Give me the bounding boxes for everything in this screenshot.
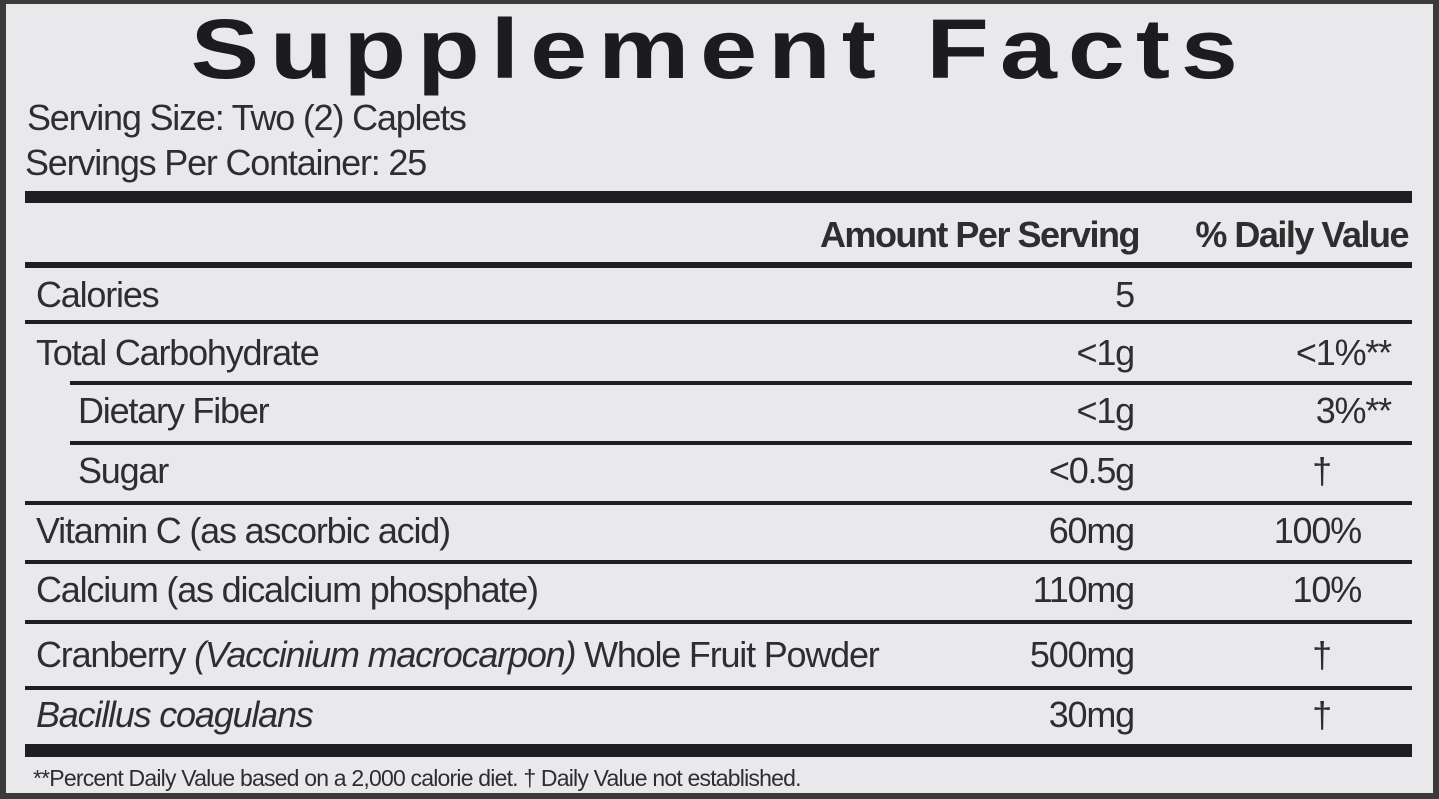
serving-size: Serving Size: Two (2) Caplets <box>27 97 467 138</box>
row-dv: † <box>1312 694 1332 735</box>
supplement-facts-panel <box>6 4 1433 793</box>
title-text: Supplement Facts <box>190 2 1249 96</box>
servings-per-container: Servings Per Container: 25 <box>25 142 427 183</box>
row-dv: 3%** <box>1315 390 1392 431</box>
row-name: Dietary Fiber <box>78 390 270 431</box>
divider <box>70 381 1412 385</box>
divider <box>25 320 1412 324</box>
row-amount: <1g <box>1076 390 1136 431</box>
header-amount: Amount Per Serving <box>819 214 1141 255</box>
thick-divider <box>25 191 1412 203</box>
title: Supplement Facts <box>0 4 1439 94</box>
row-amount: <1g <box>1076 332 1136 373</box>
row-name: Vitamin C (as ascorbic acid) <box>36 510 451 551</box>
row-amount: 60mg <box>1048 510 1135 551</box>
header-daily-value: % Daily Value <box>1195 214 1409 255</box>
row-name-latin: Bacillus coagulans <box>36 694 314 735</box>
row-name: Calcium (as dicalcium phosphate) <box>36 569 539 610</box>
row-name: Total Carbohydrate <box>36 332 320 373</box>
row-name-part: Cranberry <box>36 634 195 675</box>
row-dv: † <box>1312 634 1332 675</box>
row-amount: 5 <box>1115 274 1135 315</box>
row-amount: 30mg <box>1048 694 1135 735</box>
row-name-part: Whole Fruit Powder <box>575 634 880 675</box>
row-dv: 10% <box>1292 569 1363 610</box>
divider <box>25 560 1412 564</box>
thick-divider <box>25 744 1412 757</box>
row-name: Sugar <box>78 450 169 491</box>
divider <box>25 686 1412 690</box>
row-name: Cranberry (Vaccinium macrocarpon) Whole … <box>36 634 880 675</box>
row-amount: 500mg <box>1029 634 1135 675</box>
divider <box>25 620 1412 624</box>
divider <box>70 441 1412 445</box>
row-dv: † <box>1312 450 1332 491</box>
row-dv: 100% <box>1273 510 1362 551</box>
footnote: **Percent Daily Value based on a 2,000 c… <box>33 765 801 791</box>
divider <box>25 501 1412 505</box>
row-name: Bacillus coagulans <box>36 694 314 735</box>
row-name: Calories <box>36 274 160 315</box>
row-amount: <0.5g <box>1048 450 1135 491</box>
row-dv: <1%** <box>1295 332 1392 373</box>
row-amount: 110mg <box>1032 569 1136 610</box>
divider <box>25 262 1412 268</box>
row-name-latin: (Vaccinium macrocarpon) <box>194 634 576 675</box>
